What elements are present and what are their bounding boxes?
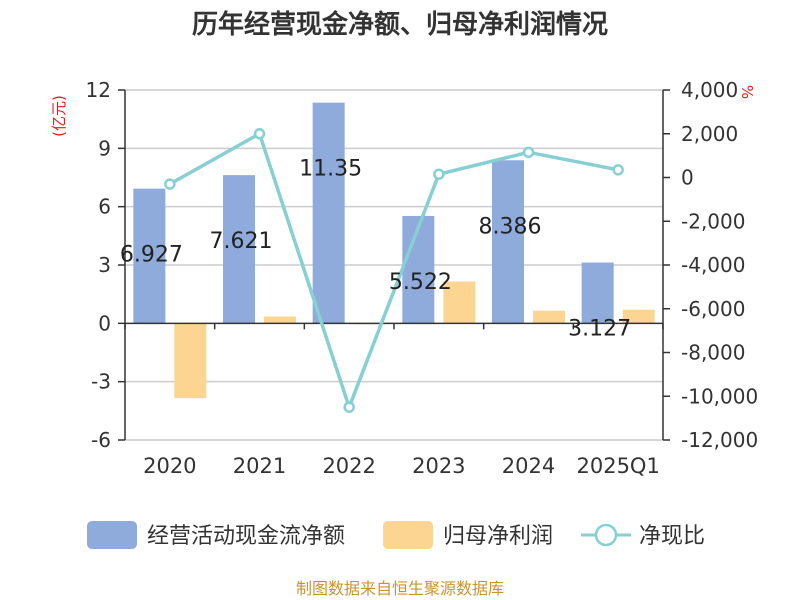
legend-label: 归母净利润 <box>443 524 553 549</box>
ratio-line <box>168 132 619 409</box>
ratio-point <box>164 178 176 190</box>
category-label: 2025Q1 <box>576 454 659 478</box>
cashflow-bar <box>133 188 166 324</box>
cashflow-bar <box>223 175 255 324</box>
left-tick-label: 3 <box>98 253 111 277</box>
ratio-point <box>522 146 535 159</box>
right-tick-label: -12,000 <box>681 428 758 452</box>
left-tick-label: 0 <box>98 311 111 335</box>
source-note: 制图数据来自恒生聚源数据库 <box>296 579 504 598</box>
legend-net-profit: 归母净利润 <box>383 521 553 549</box>
ratio-point <box>343 401 355 413</box>
cashflow-data-label: 6.927 <box>120 243 183 268</box>
cashflow-data-label: 11.35 <box>299 157 362 182</box>
net-profit-bar <box>443 281 476 324</box>
legend-swatch <box>383 521 433 549</box>
right-tick-label: 0 <box>681 166 694 190</box>
cashflow-data-label: 3.127 <box>568 317 631 342</box>
left-tick-label: 9 <box>98 136 111 160</box>
left-axis-unit: (亿元) <box>50 95 68 137</box>
bar-series <box>133 102 655 399</box>
category-label: 2023 <box>412 454 465 478</box>
legend-ratio: 净现比 <box>581 523 705 549</box>
legend-swatch <box>87 521 137 549</box>
net-profit-bar <box>264 316 296 324</box>
line-series <box>164 128 624 413</box>
left-tick-label: -6 <box>91 428 111 452</box>
axes <box>118 89 670 441</box>
net-profit-bar <box>174 323 207 399</box>
data-labels: 6.927 7.621 11.35 5.522 8.386 3.127 <box>120 157 631 342</box>
legend-label: 净现比 <box>639 524 705 549</box>
ratio-point <box>612 164 624 176</box>
cashflow-bar <box>581 262 614 324</box>
ratio-point <box>253 128 266 140</box>
right-tick-label: -10,000 <box>681 384 758 408</box>
right-tick-label: 2,000 <box>681 122 738 146</box>
right-tick-label: -8,000 <box>681 341 745 365</box>
cashflow-bar <box>312 102 345 324</box>
category-label: 2022 <box>322 454 375 478</box>
legend-marker <box>594 523 618 547</box>
chart-title: 历年经营现金净额、归母净利润情况 <box>192 9 608 40</box>
right-tick-label: -4,000 <box>681 253 745 277</box>
left-tick-label: 12 <box>86 78 111 102</box>
left-tick-label: 6 <box>98 195 111 219</box>
cashflow-data-label: 5.522 <box>389 270 452 295</box>
legend-cashflow: 经营活动现金流净额 <box>87 521 345 549</box>
right-tick-label: 4,000 <box>681 78 738 102</box>
right-tick-label: -6,000 <box>681 297 745 321</box>
legend: 经营活动现金流净额 归母净利润 净现比 <box>87 521 705 549</box>
tick-labels: 12 9 6 3 0 -3 -6 4,000 2,000 0 -2,000 -4,000 -6,000 -… <box>86 78 759 478</box>
category-label: 2021 <box>233 454 286 478</box>
legend-label: 经营活动现金流净额 <box>147 524 345 549</box>
right-tick-label: -2,000 <box>681 209 745 233</box>
net-profit-bar <box>533 310 565 324</box>
category-label: 2024 <box>502 454 555 478</box>
cashflow-data-label: 8.386 <box>479 214 542 239</box>
cashflow-bar <box>492 160 524 324</box>
ratio-point <box>433 168 445 180</box>
net-profit-bar <box>622 309 655 324</box>
category-label: 2020 <box>143 454 196 478</box>
gridlines <box>125 89 663 441</box>
left-tick-label: -3 <box>91 370 111 394</box>
right-axis-unit: % <box>738 85 756 99</box>
cashflow-data-label: 7.621 <box>210 229 273 254</box>
cashflow-bar <box>402 215 435 324</box>
